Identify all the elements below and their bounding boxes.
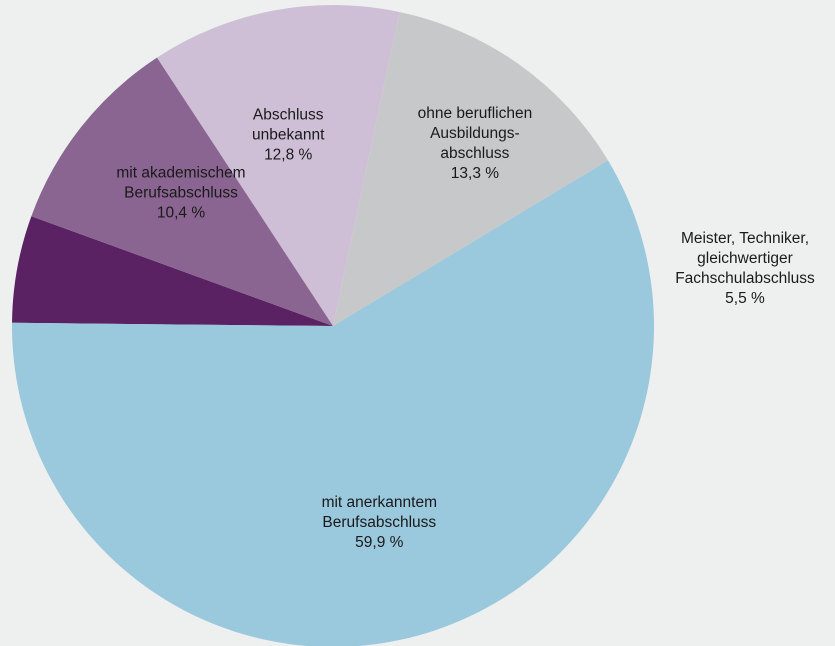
pie-slice-5: [31, 57, 334, 326]
slice-value-label: 12,8 %: [264, 146, 312, 163]
pie-labels: Meister, Techniker, gleichwertiger Fachsch…: [116, 105, 815, 551]
slice-name-line: Meister, Techniker,: [681, 230, 809, 247]
slice-label-3: ohne beruflichen Ausbildungs-abschluss 13,…: [418, 105, 533, 182]
slice-label-2: mit anerkanntem Berufsabschluss 59,9 %: [322, 494, 437, 551]
slice-label-4: Abschluss unbekannt 12,8 %: [252, 106, 325, 163]
slice-name-line: Berufsabschluss: [124, 185, 238, 202]
slice-name-line: abschluss: [440, 145, 509, 162]
slice-name-line: Fachschulabschluss: [675, 270, 815, 287]
slice-name-line: unbekannt: [252, 126, 325, 143]
slice-name-line: gleichwertiger: [697, 250, 793, 267]
slice-label-1: Meister, Techniker, gleichwertiger Fachsch…: [675, 230, 815, 307]
slice-value-label: 10,4 %: [157, 205, 205, 222]
pie-slices: [12, 4, 654, 646]
slice-value-label: 5,5 %: [725, 290, 765, 307]
slice-name-line: ohne beruflichen: [418, 105, 533, 122]
slice-name-line: Berufsabschluss: [322, 514, 436, 531]
slice-value-label: 13,3 %: [451, 165, 499, 182]
slice-name-line: mit anerkanntem: [322, 494, 437, 511]
pie-slice-3: [333, 11, 609, 326]
slice-name-line: Ausbildungs-: [430, 125, 520, 142]
pie-slice-1: [12, 216, 334, 326]
pie-slice-4: [156, 4, 400, 327]
pie-slice-2: [12, 160, 654, 646]
slice-label-5: mit akademischem Berufsabschluss 10,4 %: [116, 165, 245, 222]
slice-name-line: Abschluss: [253, 106, 324, 123]
slice-name-line: mit akademischem: [116, 165, 245, 182]
slice-value-label: 59,9 %: [355, 534, 403, 551]
